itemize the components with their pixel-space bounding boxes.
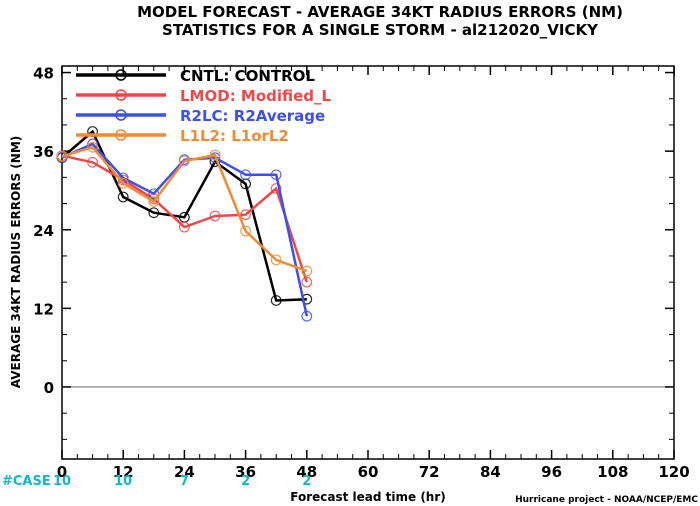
legend-entry: R2LC: R2Average <box>180 107 325 125</box>
x-tick-label: 36 <box>235 463 256 481</box>
series-point <box>301 276 313 288</box>
series-point <box>301 310 313 322</box>
x-tick-label: 12 <box>113 463 134 481</box>
y-tick-label: 36 <box>33 143 54 161</box>
series-point <box>209 210 221 222</box>
series-line <box>61 130 307 302</box>
series-line <box>61 145 308 273</box>
legend-marker <box>115 129 127 141</box>
x-tick-label: 0 <box>57 463 67 481</box>
y-axis-label: AVERAGE 34KT RADIUS ERRORS (NM) <box>9 136 23 388</box>
chart-title: MODEL FORECAST - AVERAGE 34KT RADIUS ERR… <box>137 3 623 21</box>
case-count: 7 <box>180 474 189 489</box>
series-point <box>117 191 129 203</box>
case-count: 2 <box>302 474 311 489</box>
series-point <box>209 152 221 164</box>
y-tick-label: 48 <box>33 65 54 83</box>
series-point <box>56 150 68 162</box>
credit-text: Hurricane project - NOAA/NCEP/EMC <box>515 495 698 505</box>
x-tick-label: 72 <box>419 463 440 481</box>
y-tick-label: 12 <box>33 300 54 318</box>
series-point <box>178 221 190 233</box>
chart-subtitle: STATISTICS FOR A SINGLE STORM - al212020… <box>162 21 599 39</box>
plot-frame <box>61 65 675 460</box>
legend-entry: LMOD: Modified_L <box>180 87 332 105</box>
case-count: 2 <box>241 474 250 489</box>
series-3 <box>56 141 313 277</box>
y-tick-label: 0 <box>44 379 54 397</box>
series-point <box>270 183 282 194</box>
case-count: 10 <box>53 474 71 489</box>
legend-entry: CNTL: CONTROL <box>180 67 315 85</box>
series-point <box>240 225 252 237</box>
series-point <box>178 155 190 167</box>
series-point <box>87 141 98 153</box>
series-point <box>240 169 252 181</box>
x-tick-label: 96 <box>541 463 562 481</box>
series-line <box>61 142 309 317</box>
legend-marker <box>115 109 127 121</box>
legend-entry: L1L2: L1orL2 <box>180 127 289 145</box>
series-point <box>270 254 282 266</box>
x-tick-label: 84 <box>480 463 501 481</box>
legend-marker <box>115 69 127 81</box>
case-count: 10 <box>114 474 132 489</box>
series-point <box>148 207 160 219</box>
series-point <box>209 149 221 161</box>
y-tick-label: 24 <box>33 222 54 240</box>
series-0 <box>56 126 313 306</box>
x-tick-label: 60 <box>358 463 379 481</box>
series-point <box>240 209 252 221</box>
series-point <box>270 169 282 181</box>
x-tick-label: 24 <box>174 463 195 481</box>
series-point <box>148 196 160 207</box>
x-axis-label: Forecast lead time (hr) <box>290 490 446 504</box>
x-tick-label: 108 <box>597 463 628 481</box>
series-point <box>117 177 129 189</box>
series-line <box>61 154 308 283</box>
x-tick-label: 48 <box>296 463 317 481</box>
series-point <box>301 265 313 277</box>
series-point <box>270 295 282 306</box>
legend-marker <box>115 89 127 101</box>
series-point <box>87 156 98 168</box>
x-tick-label: 120 <box>658 463 689 481</box>
case-label: #CASE <box>2 474 51 489</box>
